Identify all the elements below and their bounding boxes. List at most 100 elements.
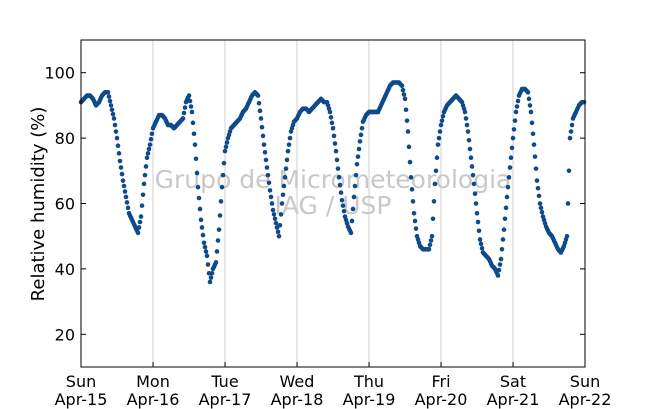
data-point [407,159,413,165]
data-point [536,193,542,199]
data-point [198,217,204,223]
data-point [356,146,362,152]
data-point [399,83,405,89]
data-point [511,127,517,132]
data-point [255,93,261,98]
data-point [263,157,269,163]
data-point [466,137,472,143]
data-point [257,108,263,114]
data-point [265,172,271,178]
data-point [269,201,275,206]
x-tick-label-date: Apr-17 [199,390,252,409]
data-point [515,98,521,104]
data-point [328,115,334,120]
data-point [528,109,534,115]
data-point [530,131,536,137]
data-point [224,140,230,145]
data-point [141,181,147,187]
data-point [205,262,211,267]
data-point [410,199,416,204]
data-point [277,223,283,228]
x-axis: SunApr-15MonApr-16TueApr-17WedApr-18ThuA… [55,362,611,409]
data-point [569,122,575,128]
data-point [510,135,516,141]
data-point [327,109,333,115]
data-point [564,233,570,239]
data-point [335,166,341,171]
data-point [473,201,479,206]
y-tick-label: 60 [55,195,75,214]
data-point [203,249,209,254]
y-tick-label: 100 [44,64,75,83]
data-point [280,192,286,198]
data-point [355,154,361,159]
data-point [499,246,505,252]
data-point [533,166,539,171]
data-point [118,165,124,170]
data-point [117,158,123,164]
data-point [357,139,363,144]
x-tick-label-date: Apr-18 [271,390,324,409]
x-tick-label-day: Fri [431,372,450,391]
data-point [567,135,573,141]
data-point [440,114,446,119]
data-point [283,166,289,171]
data-point [351,194,357,200]
x-tick-label-day: Sat [500,372,526,391]
data-point [219,184,225,190]
x-tick-label-date: Apr-16 [127,390,180,409]
data-point [427,242,433,248]
data-point [259,124,265,130]
data-point [270,207,276,213]
data-point [479,245,485,251]
data-point [116,151,122,156]
data-point [469,164,475,169]
data-point [148,136,154,142]
data-point [506,175,512,180]
data-point [526,96,532,102]
data-point [147,142,153,147]
data-point [348,230,354,236]
data-point [496,267,502,273]
data-point [216,227,222,232]
data-point [538,205,544,211]
data-point [470,172,476,178]
data-point [218,199,224,204]
data-point [112,122,118,128]
data-point [194,170,200,176]
data-point [568,129,574,134]
x-tick-label-date: Apr-15 [55,390,108,409]
data-point [337,182,343,188]
data-point [135,230,141,236]
data-point [286,142,292,147]
data-point [115,143,121,149]
x-tick-label-day: Sun [66,372,96,391]
data-point [412,218,418,224]
data-point [426,246,432,252]
data-point [462,109,468,115]
data-point [468,155,474,161]
data-point [401,92,407,97]
data-point [123,194,129,200]
data-point [409,187,415,192]
data-point [214,249,220,254]
data-point [503,205,509,211]
data-point [279,201,285,206]
data-point [535,185,541,191]
data-point [497,262,503,267]
data-point [122,189,128,194]
data-point [340,203,346,208]
data-point [145,151,151,156]
y-tick-label: 20 [55,325,75,344]
data-point [146,146,152,152]
data-point [338,190,344,195]
data-point [272,216,278,222]
y-tick-label: 80 [55,129,75,148]
data-point [109,107,115,113]
data-point [565,201,571,206]
data-point [209,270,215,276]
data-point [336,175,342,180]
data-point [119,171,125,177]
data-point [436,135,442,141]
